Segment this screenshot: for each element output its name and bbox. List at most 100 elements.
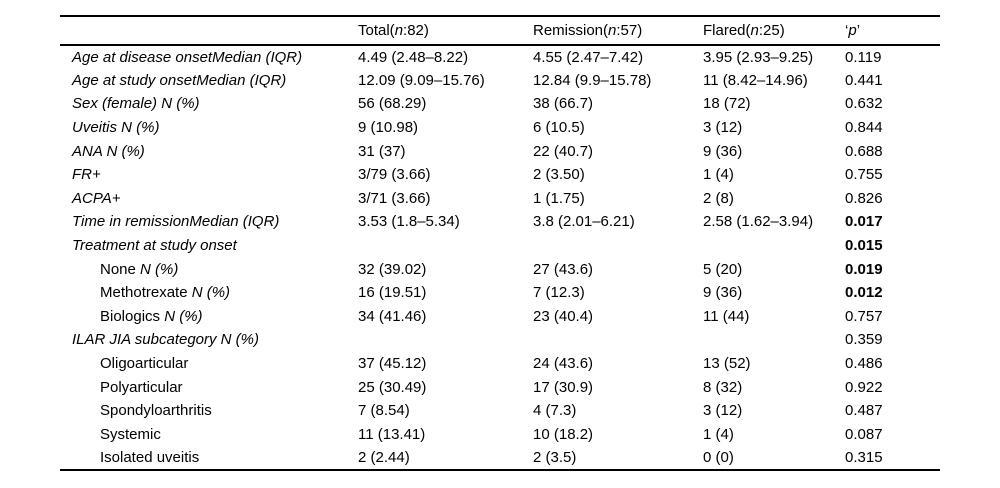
column-header-p: ‘p’ — [845, 16, 940, 45]
italic-text: Age at study onsetMedian (IQR) — [72, 71, 287, 89]
p-value: 0.487 — [845, 402, 883, 420]
total-value: 16 (19.51) — [358, 284, 427, 302]
table-row: Sex (female) N (%) 56 (68.29) 38 (66.7) 18 … — [60, 92, 940, 116]
plain-text: ‘ — [845, 22, 849, 39]
row-label: Sex (female) N (%) — [60, 92, 358, 116]
flared-value: 9 (36) — [703, 284, 743, 302]
total-value: 37 (45.12) — [358, 355, 427, 373]
plain-text: None — [100, 260, 141, 278]
column-header-remission: Remission(n:57) — [533, 16, 703, 45]
remission-value: 7 (12.3) — [533, 284, 585, 302]
flared-value: 2.58 (1.62–3.94) — [703, 213, 814, 231]
remission-value: 38 (66.7) — [533, 95, 594, 113]
row-label: Spondyloarthritis — [60, 399, 358, 423]
total-value — [358, 234, 533, 258]
table-row: Age at study onsetMedian (IQR) 12.09 (9.0… — [60, 69, 940, 93]
flared-value: 3.95 (2.93–9.25) — [703, 48, 814, 66]
plain-text: Systemic — [100, 425, 161, 443]
plain-text: Flared( — [703, 22, 751, 39]
p-value: 0.012 — [845, 284, 883, 302]
table-row: Treatment at study onset 0.015 — [60, 234, 940, 258]
p-value: 0.087 — [845, 425, 883, 443]
plain-text: :57) — [616, 22, 643, 39]
italic-text: Treatment at study onset — [72, 237, 237, 255]
flared-value: 3 (12) — [703, 119, 743, 137]
remission-value: 6 (10.5) — [533, 119, 585, 137]
plain-text: ’ — [856, 22, 861, 39]
remission-value: 23 (40.4) — [533, 307, 594, 325]
italic-text: N (%) — [140, 260, 179, 278]
row-label: Time in remissionMedian (IQR) — [60, 210, 358, 234]
flared-value: 11 (8.42–14.96) — [703, 71, 808, 89]
row-label: Treatment at study onset — [60, 234, 358, 258]
table-row: ILAR JIA subcategory N (%) 0.359 — [60, 328, 940, 352]
flared-value: 3 (12) — [703, 402, 743, 420]
p-value: 0.844 — [845, 119, 883, 137]
p-value: 0.755 — [845, 166, 883, 184]
row-label: Isolated uveitis — [60, 446, 358, 470]
plain-text: Biologics — [100, 307, 165, 325]
flared-value: 9 (36) — [703, 142, 743, 160]
remission-value: 3.8 (2.01–6.21) — [533, 213, 635, 231]
remission-value — [533, 234, 703, 258]
plain-text: Spondyloarthritis — [100, 402, 212, 420]
total-value: 56 (68.29) — [358, 95, 427, 113]
italic-text: Sex (female) N (%) — [72, 95, 200, 113]
total-value: 31 (37) — [358, 142, 406, 160]
total-value: 7 (8.54) — [358, 402, 410, 420]
row-label: Systemic — [60, 423, 358, 447]
remission-value: 1 (1.75) — [533, 189, 585, 207]
p-value: 0.922 — [845, 378, 883, 396]
p-value: 0.757 — [845, 307, 883, 325]
italic-text: ACPA+ — [72, 189, 121, 207]
row-label: Methotrexate N (%) — [60, 281, 358, 305]
row-label: Uveitis N (%) — [60, 116, 358, 140]
table-row: Methotrexate N (%) 16 (19.51) 7 (12.3) 9 (3… — [60, 281, 940, 305]
plain-text: Total( — [358, 22, 395, 39]
table-body: Age at disease onsetMedian (IQR) 4.49 (2.… — [60, 45, 940, 470]
p-value: 0.486 — [845, 355, 883, 373]
p-value: 0.119 — [845, 48, 882, 66]
row-label: Age at disease onsetMedian (IQR) — [60, 45, 358, 69]
remission-value: 4 (7.3) — [533, 402, 577, 420]
row-label: Polyarticular — [60, 375, 358, 399]
table-row: Age at disease onsetMedian (IQR) 4.49 (2.… — [60, 45, 940, 69]
p-value: 0.017 — [845, 213, 883, 231]
table-row: Isolated uveitis 2 (2.44) 2 (3.5) 0 (0) 0.31… — [60, 446, 940, 470]
table-row: Biologics N (%) 34 (41.46) 23 (40.4) 11 (44… — [60, 305, 940, 329]
total-value: 11 (13.41) — [358, 425, 426, 443]
remission-value: 4.55 (2.47–7.42) — [533, 48, 644, 66]
column-header-total: Total(n:82) — [358, 16, 533, 45]
row-label: ILAR JIA subcategory N (%) — [60, 328, 358, 352]
italic-text: Age at disease onsetMedian (IQR) — [72, 48, 303, 66]
italic-text: FR+ — [72, 166, 101, 184]
row-label: Oligoarticular — [60, 352, 358, 376]
italic-text: n — [608, 22, 617, 39]
clinical-characteristics-table: Total(n:82) Remission(n:57) Flared(n:25) ‘p… — [60, 15, 940, 471]
flared-value: 1 (4) — [703, 425, 734, 443]
table-row: None N (%) 32 (39.02) 27 (43.6) 5 (20) 0.019 — [60, 257, 940, 281]
row-label: ANA N (%) — [60, 139, 358, 163]
total-value: 32 (39.02) — [358, 260, 427, 278]
table-row: Uveitis N (%) 9 (10.98) 6 (10.5) 3 (12) 0.84… — [60, 116, 940, 140]
total-value: 3/79 (3.66) — [358, 166, 431, 184]
total-value: 3/71 (3.66) — [358, 189, 431, 207]
row-label: FR+ — [60, 163, 358, 187]
row-label: None N (%) — [60, 257, 358, 281]
row-label: Age at study onsetMedian (IQR) — [60, 69, 358, 93]
p-value: 0.019 — [845, 260, 883, 278]
total-value: 25 (30.49) — [358, 378, 427, 396]
italic-text: Time in remissionMedian (IQR) — [72, 213, 280, 231]
remission-value: 10 (18.2) — [533, 425, 594, 443]
flared-value: 0 (0) — [703, 448, 734, 466]
table-row: Polyarticular 25 (30.49) 17 (30.9) 8 (32) 0.… — [60, 375, 940, 399]
table-row: Systemic 11 (13.41) 10 (18.2) 1 (4) 0.087 — [60, 423, 940, 447]
p-value: 0.315 — [845, 448, 883, 466]
remission-value: 24 (43.6) — [533, 355, 594, 373]
column-header-label — [60, 16, 358, 45]
column-header-flared: Flared(n:25) — [703, 16, 845, 45]
plain-text: Polyarticular — [100, 378, 183, 396]
total-value — [358, 328, 533, 352]
p-value: 0.359 — [845, 331, 883, 349]
